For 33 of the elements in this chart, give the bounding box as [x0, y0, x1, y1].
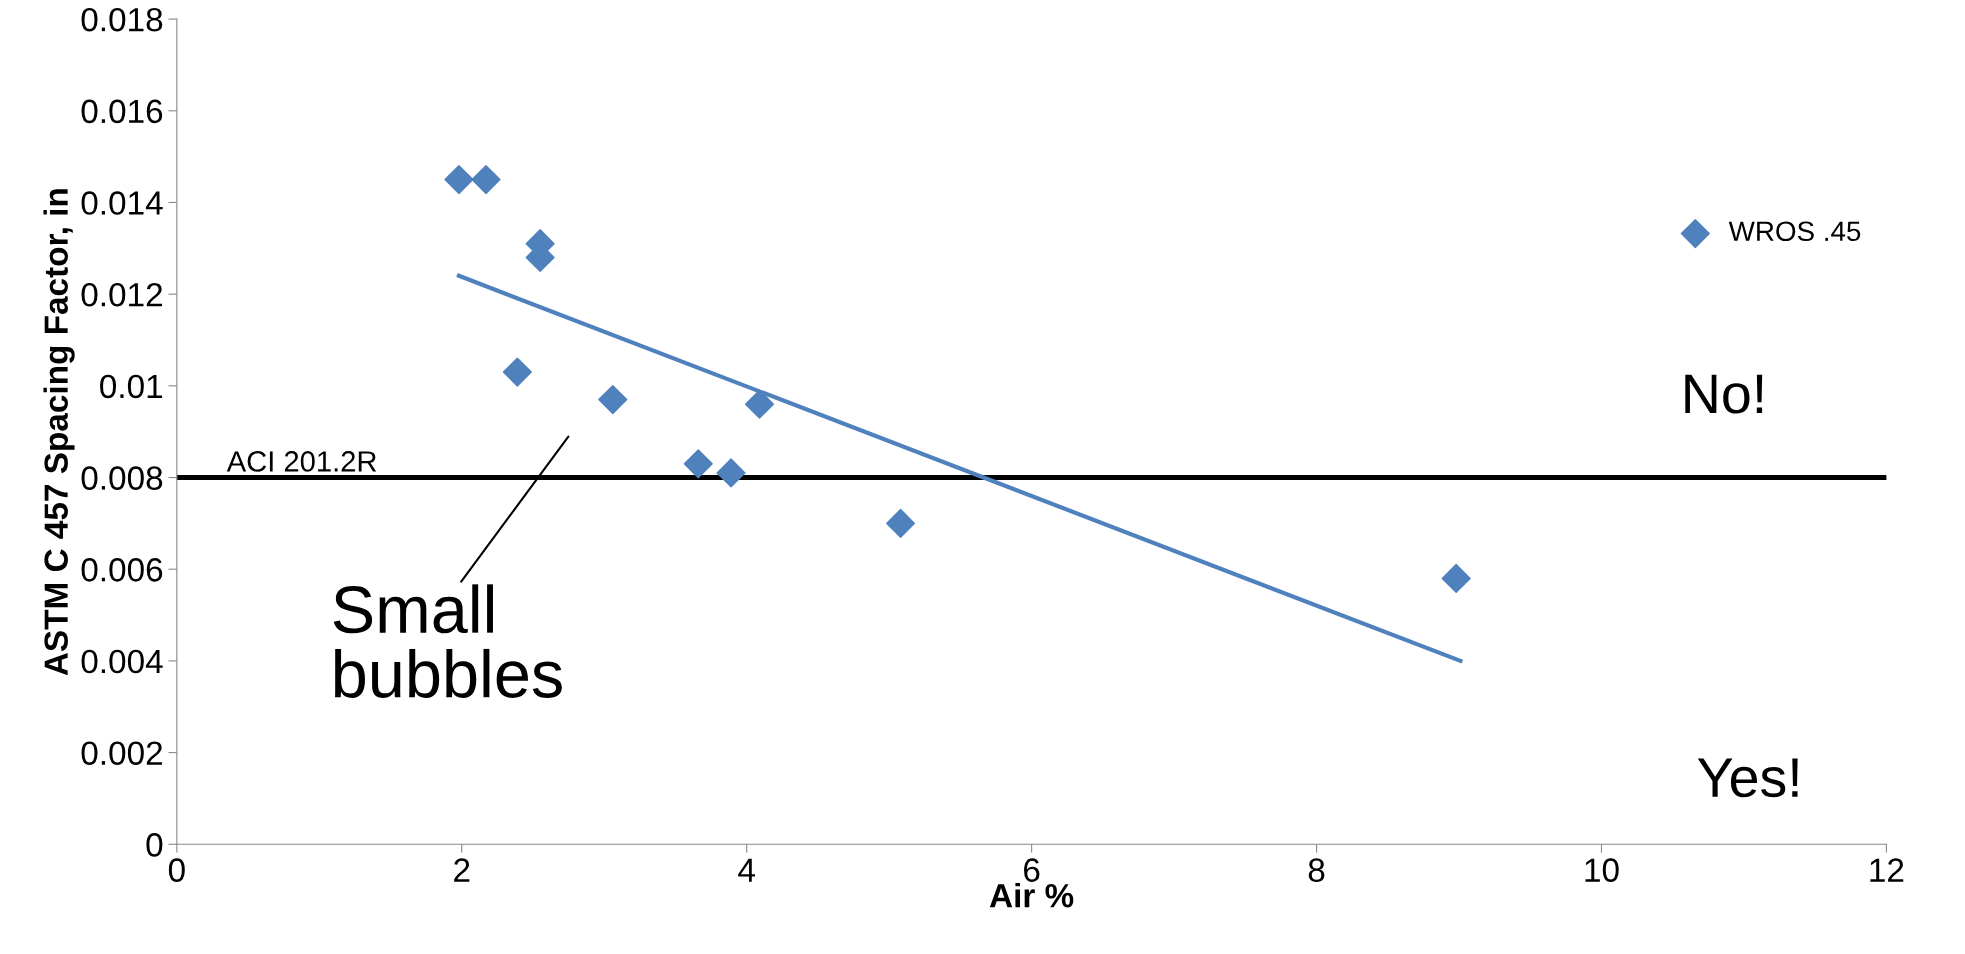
x-tick-label: 0 — [168, 858, 185, 882]
x-axis-title: Air % — [989, 883, 1074, 908]
x-tick-label: 10 — [1585, 858, 1619, 882]
point — [716, 458, 746, 488]
x-tick-label: 4 — [738, 858, 755, 882]
x-tick-label: 12 — [1870, 858, 1904, 882]
y-tick-label: 0.01 — [100, 374, 163, 399]
legend-label: WROS .45 — [1728, 221, 1861, 242]
x-tick-label: 2 — [454, 858, 470, 882]
annotation: No! — [1685, 374, 1763, 414]
annotation: Small bubbles — [333, 584, 562, 698]
point — [683, 449, 713, 479]
annotation: Yes! — [1697, 758, 1798, 798]
y-tick-label: 0.014 — [81, 191, 163, 215]
point — [502, 357, 532, 387]
y-tick-label: 0 — [146, 833, 163, 857]
point — [598, 385, 628, 415]
y-tick-label: 0.018 — [81, 7, 163, 32]
y-tick-label: 0.004 — [81, 649, 163, 674]
ref-line-label: ACI 201.2R — [226, 451, 377, 472]
x-tick-label: 8 — [1308, 858, 1325, 882]
point — [744, 389, 775, 419]
y-tick-label: 0.008 — [81, 466, 163, 490]
y-axis-title: ASTM C 457 Spacing Factor, in — [43, 189, 75, 676]
point — [885, 508, 916, 538]
point — [1441, 563, 1471, 593]
y-tick-label: 0.006 — [81, 558, 163, 582]
point — [471, 164, 501, 195]
y-tick-label: 0.016 — [81, 99, 163, 124]
x-tick-label: 6 — [1024, 858, 1040, 882]
y-tick-label: 0.012 — [81, 282, 162, 307]
point — [444, 164, 474, 195]
y-tick-label: 0.002 — [81, 741, 162, 766]
